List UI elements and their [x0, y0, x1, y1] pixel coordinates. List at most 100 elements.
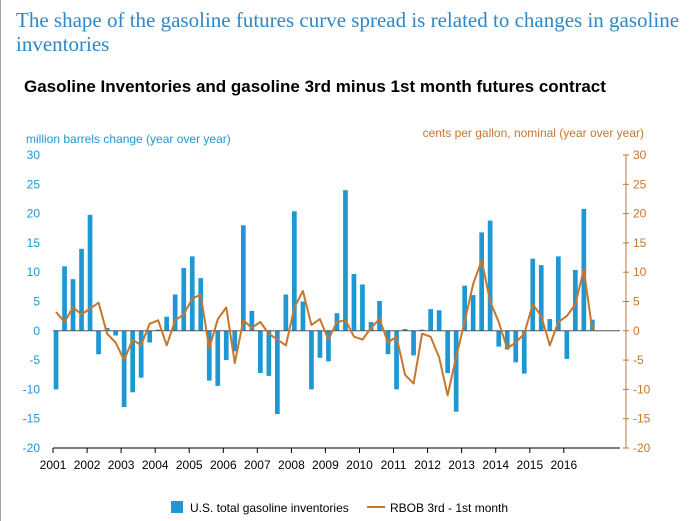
x-tick-label: 2015: [516, 458, 543, 472]
inventory-bar: [206, 330, 212, 381]
inventory-bar: [147, 330, 152, 343]
inventory-bar: [53, 330, 59, 390]
right-y-tick-label: -15: [633, 412, 651, 426]
inventory-bar: [104, 327, 110, 331]
legend-line-label: RBOB 3rd - 1st month: [390, 501, 508, 515]
right-y-tick-label: 0: [633, 324, 640, 338]
x-tick-label: 2008: [278, 458, 305, 472]
bars-layer: [53, 190, 595, 414]
legend: U.S. total gasoline inventories RBOB 3rd…: [171, 501, 508, 515]
inventory-bar: [283, 294, 289, 331]
inventory-bar: [317, 330, 323, 358]
right-axis-label: cents per gallon, nominal (year over yea…: [423, 126, 644, 140]
x-tick-label: 2007: [244, 458, 271, 472]
x-tick-label: 2006: [210, 458, 237, 472]
inventory-bar: [521, 330, 527, 374]
x-tick-label: 2009: [312, 458, 339, 472]
inventory-bar: [411, 330, 416, 356]
inventory-bar: [300, 301, 306, 331]
x-tick-label: 2012: [414, 458, 441, 472]
x-tick-label: 2014: [482, 458, 509, 472]
chart-title: Gasoline Inventories and gasoline 3rd mi…: [24, 77, 606, 96]
inventory-bar: [62, 266, 67, 331]
inventory-bar: [223, 330, 229, 361]
right-y-tick-label: -5: [633, 353, 644, 367]
inventory-bar: [556, 256, 561, 331]
inventory-bar: [436, 310, 442, 331]
inventory-bar: [343, 190, 348, 331]
inventory-bar: [496, 330, 502, 347]
inventory-bar: [181, 268, 187, 331]
inventory-bar: [70, 279, 76, 331]
inventory-bar: [428, 309, 433, 331]
left-y-tick-label: 0: [33, 324, 40, 338]
x-tick-label: 2005: [176, 458, 203, 472]
inventory-bar: [470, 295, 476, 331]
inventory-bar: [241, 225, 246, 331]
page-left-border: [0, 0, 1, 521]
inventory-bar: [87, 214, 93, 331]
inventory-bar: [394, 330, 399, 390]
inventory-bar: [113, 330, 118, 336]
left-y-tick-label: 25: [27, 177, 41, 191]
x-tick-label: 2013: [448, 458, 475, 472]
left-y-tick-label: 20: [27, 207, 41, 221]
inventory-bar: [445, 330, 450, 373]
inventory-bar: [164, 316, 169, 331]
inventory-bar: [309, 330, 314, 390]
inventory-bar: [564, 330, 570, 359]
inventory-bar: [249, 310, 255, 331]
right-y-tick-label: -20: [633, 441, 651, 455]
left-y-tick-label: -10: [23, 382, 41, 396]
right-y-tick-label: -10: [633, 382, 651, 396]
left-axis-label: million barrels change (year over year): [26, 132, 231, 146]
headline: The shape of the gasoline futures curve …: [16, 8, 680, 56]
inventory-bar: [172, 294, 178, 331]
inventory-bar: [462, 285, 467, 331]
x-tick-label: 2010: [346, 458, 373, 472]
inventory-bar: [326, 330, 331, 362]
inventory-bar: [547, 319, 553, 331]
inventory-bar: [538, 265, 544, 331]
left-y-tick-label: -20: [23, 441, 41, 455]
right-y-tick-label: 20: [633, 207, 647, 221]
left-y-tick-label: 15: [27, 236, 41, 250]
x-tick-label: 2016: [550, 458, 577, 472]
inventory-bar: [504, 330, 510, 350]
x-tick-label: 2011: [381, 458, 407, 472]
inventory-bar: [513, 330, 519, 363]
inventory-bar: [121, 330, 127, 407]
inventory-bar: [351, 274, 357, 331]
inventory-bar: [79, 248, 84, 331]
right-y-tick-label: 30: [633, 148, 647, 162]
legend-bar-label: U.S. total gasoline inventories: [190, 501, 349, 515]
inventory-bar: [487, 220, 493, 331]
left-y-tick-label: 5: [33, 295, 40, 309]
x-tick-label: 2004: [142, 458, 169, 472]
right-y-tick-label: 5: [633, 295, 640, 309]
left-y-tick-label: 10: [27, 265, 41, 279]
right-y-tick-label: 10: [633, 265, 647, 279]
inventory-bar: [215, 330, 221, 386]
left-y-tick-label: -5: [29, 353, 40, 367]
inventory-bar: [130, 330, 135, 393]
inventory-bar: [402, 329, 408, 331]
left-y-tick-label: -15: [23, 412, 41, 426]
inventory-bar: [453, 330, 459, 412]
inventory-bar: [368, 322, 374, 331]
inventory-bar: [258, 330, 263, 373]
x-tick-label: 2002: [74, 458, 101, 472]
left-y-tick-label: 30: [27, 148, 41, 162]
inventory-bar: [232, 330, 238, 352]
rbob-series-line: [55, 259, 594, 397]
inventory-bar: [189, 256, 195, 331]
inventory-bar: [266, 330, 272, 376]
legend-bar-swatch: [171, 501, 183, 513]
x-tick-label: 2003: [108, 458, 135, 472]
inventory-bar: [530, 258, 536, 331]
right-y-tick-label: 15: [633, 236, 647, 250]
x-tick-label: 2001: [40, 458, 67, 472]
inventory-bar: [138, 330, 144, 378]
